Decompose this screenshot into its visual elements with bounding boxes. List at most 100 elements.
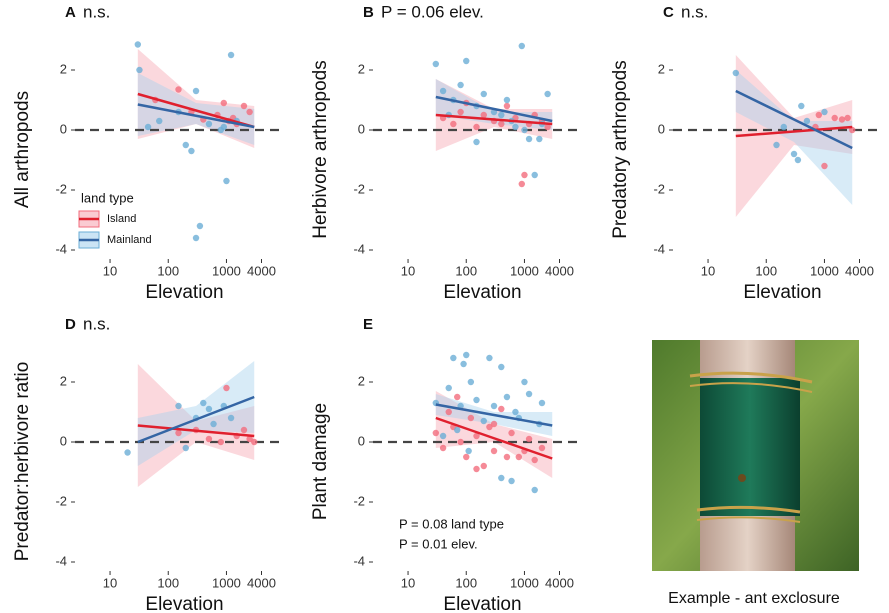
y-tick-label: 0 [358,433,365,448]
confidence-band [735,55,853,217]
point [798,102,805,110]
fit-line [137,395,255,444]
legend-label: Island [107,213,136,225]
point [217,438,225,446]
fit-line [735,89,853,150]
point [544,123,551,131]
point [518,42,525,50]
point [463,57,470,65]
point [525,135,533,143]
x-tick-label: 10 [103,263,117,278]
confidence-band [435,391,553,478]
point [136,66,143,74]
point [439,87,447,95]
confidence-band [137,49,255,148]
point [838,116,846,123]
point [246,435,253,443]
x-tick-label: 10 [401,575,415,590]
confidence-band [137,364,255,487]
y-tick-label: 2 [358,61,365,76]
point [490,420,498,428]
point [205,120,213,128]
panel-label: C [663,4,674,21]
point [521,126,528,134]
point [515,453,523,461]
legend-label: Mainland [107,234,152,246]
point [463,351,470,359]
point [454,393,461,401]
x-axis-label: Elevation [443,282,521,303]
point [531,486,538,494]
point [124,449,131,456]
annotation: P = 0.06 elev. [381,2,484,21]
annotation: n.s. [83,314,110,333]
point [536,135,543,143]
point [467,414,475,422]
x-tick-label: 1000 [212,575,241,590]
y-tick-label: -2 [353,181,365,196]
point [498,111,505,119]
point [531,456,538,464]
y-tick-label: -4 [353,553,365,568]
y-tick-label: 2 [60,373,67,388]
point [196,222,204,230]
point [480,462,487,470]
point [240,426,248,434]
y-axis-label: Plant damage [310,403,331,520]
point [251,438,258,446]
point [498,405,505,413]
point [192,234,200,242]
point [156,117,163,125]
x-tick-label: 10 [401,263,415,278]
point [192,87,200,95]
x-tick-label: 100 [455,263,477,278]
panel-label: E [363,316,373,333]
point [473,432,480,440]
x-tick-label: 10 [103,575,117,590]
point [200,399,207,407]
point [227,414,235,422]
y-tick-label: 2 [658,61,665,76]
y-tick-label: 2 [60,61,67,76]
annotation: n.s. [681,2,708,21]
point [815,111,823,119]
point [521,171,528,179]
y-tick-label: -2 [55,493,67,508]
y-tick-label: -2 [55,181,67,196]
point [432,429,440,437]
y-tick-label: 0 [358,121,365,136]
point [518,180,525,188]
photo: Example - ant exclosure [652,340,859,607]
point [498,120,505,128]
point [450,354,457,362]
point [182,444,189,452]
point [463,453,470,461]
x-axis-label: Elevation [145,282,223,303]
point [849,126,856,134]
x-tick-label: 1000 [810,263,839,278]
point [223,384,230,392]
y-tick-label: -4 [353,241,365,256]
x-tick-label: 4000 [545,263,574,278]
point [240,102,248,110]
panel: B P = 0.06 elev. Elevation Herbivore arthro… [310,2,580,303]
point [794,156,802,164]
y-tick-label: -2 [653,181,665,196]
point [220,123,227,131]
point [512,123,519,131]
point [473,138,480,146]
point [465,447,472,455]
point [503,102,511,110]
point [525,390,533,398]
point [732,69,740,77]
point [521,378,528,386]
point [803,117,811,125]
point [473,396,480,404]
x-tick-label: 1000 [212,263,241,278]
point [210,420,217,428]
point [773,141,780,149]
x-tick-label: 1000 [510,263,539,278]
fit-line [435,416,553,460]
